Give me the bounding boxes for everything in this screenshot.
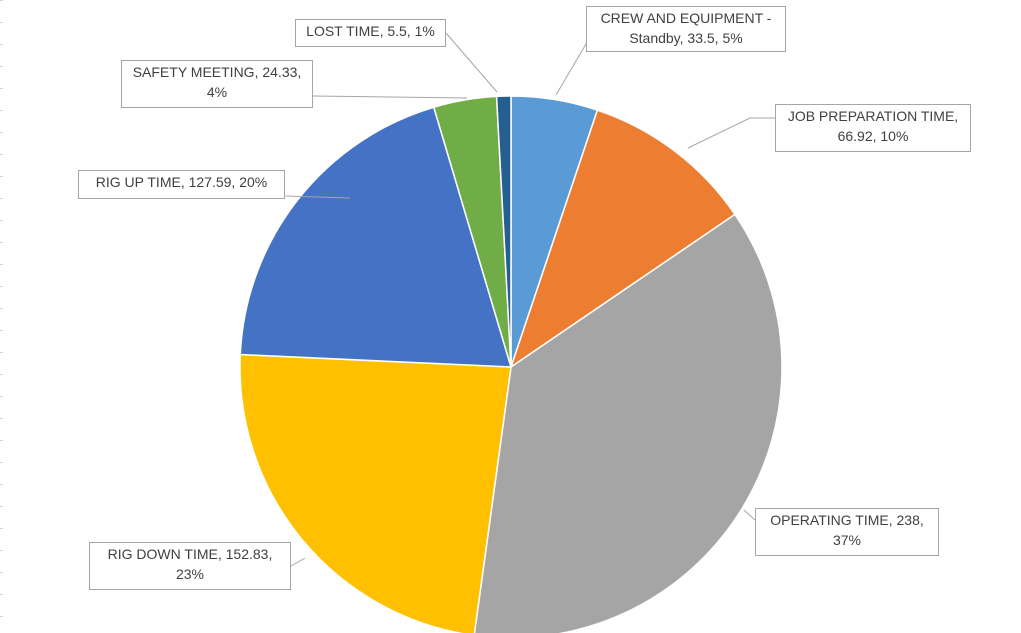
pie-slice-job-preparation-time <box>509 109 737 369</box>
data-label-rig-down-time: RIG DOWN TIME, 152.83, 23% <box>89 542 291 590</box>
data-label-line: Standby, 33.5, 5% <box>629 30 743 46</box>
data-label-line: 66.92, 10% <box>837 128 909 144</box>
sheet-gridlines <box>0 0 3 633</box>
data-label-line: JOB PREPARATION TIME, <box>787 108 959 124</box>
data-label-operating-time: OPERATING TIME, 238, 37% <box>755 508 939 556</box>
pie-slice-rig-up-time <box>239 106 513 368</box>
pie-slice-lost-time <box>495 95 512 368</box>
data-label-job-preparation-time: JOB PREPARATION TIME, 66.92, 10% <box>775 104 971 152</box>
data-label-line: LOST TIME, 5.5, 1% <box>306 23 435 39</box>
leader-line-job-preparation-time <box>687 117 775 149</box>
data-label-line: 37% <box>832 532 862 548</box>
leader-line-safety-meeting <box>312 95 468 99</box>
leader-line-rig-down-time <box>290 557 306 567</box>
pie-slice-rig-down-time <box>239 353 512 633</box>
pie-slice-operating-time <box>473 213 783 633</box>
data-label-line: 4% <box>206 84 228 100</box>
data-label-crew-and-equipment-standby: CREW AND EQUIPMENT - Standby, 33.5, 5% <box>586 6 786 52</box>
data-label-lost-time: LOST TIME, 5.5, 1% <box>295 19 446 47</box>
leader-line-crew-and-equipment-standby <box>555 43 587 96</box>
data-label-line: RIG UP TIME, 127.59, 20% <box>95 174 268 190</box>
data-label-safety-meeting: SAFETY MEETING, 24.33, 4% <box>121 60 313 108</box>
leader-line-lost-time <box>445 32 498 93</box>
leader-line-operating-time <box>743 509 756 521</box>
data-label-line: OPERATING TIME, 238, <box>770 512 924 528</box>
data-label-rig-up-time: RIG UP TIME, 127.59, 20% <box>78 170 285 199</box>
data-label-line: 23% <box>175 566 205 582</box>
data-label-line: SAFETY MEETING, 24.33, <box>132 64 302 80</box>
data-label-line: RIG DOWN TIME, 152.83, <box>107 546 273 562</box>
leader-line-rig-up-time <box>284 195 351 199</box>
data-label-line: CREW AND EQUIPMENT - <box>600 10 772 26</box>
